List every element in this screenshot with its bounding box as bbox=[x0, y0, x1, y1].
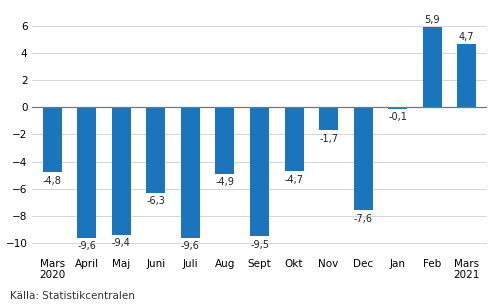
Text: -1,7: -1,7 bbox=[319, 134, 338, 144]
Bar bbox=[353, 107, 373, 210]
Bar bbox=[43, 107, 62, 172]
Text: -9,4: -9,4 bbox=[112, 238, 131, 248]
Text: 5,9: 5,9 bbox=[424, 15, 440, 25]
Bar bbox=[250, 107, 269, 236]
Text: -4,8: -4,8 bbox=[43, 176, 62, 186]
Text: 4,7: 4,7 bbox=[459, 32, 474, 42]
Bar bbox=[77, 107, 96, 238]
Text: -9,6: -9,6 bbox=[77, 241, 96, 251]
Text: -7,6: -7,6 bbox=[353, 214, 373, 224]
Bar bbox=[215, 107, 235, 174]
Bar bbox=[112, 107, 131, 235]
Bar bbox=[146, 107, 166, 193]
Text: -4,9: -4,9 bbox=[215, 177, 235, 187]
Bar bbox=[457, 43, 476, 107]
Text: Källa: Statistikcentralen: Källa: Statistikcentralen bbox=[10, 291, 135, 301]
Text: -9,5: -9,5 bbox=[250, 240, 269, 250]
Bar bbox=[284, 107, 304, 171]
Text: -6,3: -6,3 bbox=[146, 196, 165, 206]
Bar bbox=[181, 107, 200, 238]
Text: -9,6: -9,6 bbox=[181, 241, 200, 251]
Bar bbox=[388, 107, 407, 109]
Bar bbox=[423, 27, 442, 107]
Bar bbox=[319, 107, 338, 130]
Text: -0,1: -0,1 bbox=[388, 112, 407, 122]
Text: -4,7: -4,7 bbox=[284, 174, 304, 185]
